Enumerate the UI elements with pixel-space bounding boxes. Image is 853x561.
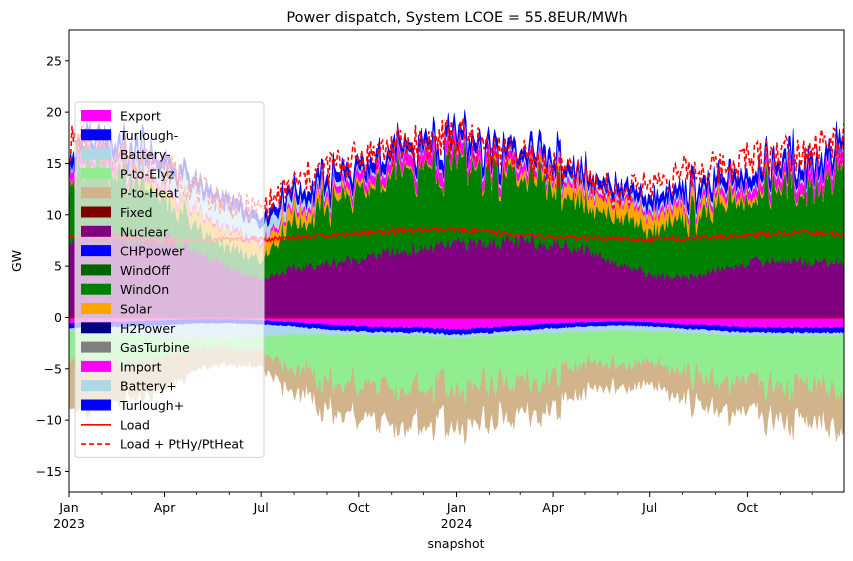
legend-label: WindOn (120, 282, 169, 297)
neg-area-p-to-heat (69, 343, 844, 445)
legend-swatch (81, 264, 111, 276)
y-axis-label: GW (9, 250, 24, 272)
legend-label: Solar (120, 302, 153, 317)
y-tick-label: 15 (46, 156, 62, 171)
legend-swatch (81, 360, 111, 372)
y-tick-label: 5 (54, 259, 62, 274)
legend-swatch (81, 167, 111, 179)
legend-label: P-to-Heat (120, 186, 179, 201)
legend-label: Fixed (120, 205, 152, 220)
x-tick-label: Jul (641, 500, 657, 515)
x-tick-label: Jan (58, 500, 78, 515)
x-tick-label: Apr (542, 500, 564, 515)
y-tick-label: 20 (46, 105, 62, 120)
legend-label: Battery+ (120, 379, 177, 394)
legend-label: P-to-Elyz (120, 166, 175, 181)
y-tick-label: −15 (36, 464, 62, 479)
legend: Export Turlough- Battery- P-to-Elyz P-to-Hea… (74, 101, 265, 458)
legend-label: Import (120, 359, 162, 374)
y-tick-label: 25 (46, 53, 62, 68)
y-tick-label: −5 (44, 361, 62, 376)
x-tick-year-label: 2023 (53, 516, 85, 531)
legend-label: Turlough- (119, 128, 178, 143)
legend-swatch (81, 148, 111, 160)
legend-swatch (81, 187, 111, 199)
x-tick-label: Oct (737, 500, 759, 515)
legend-label: GasTurbine (120, 340, 190, 355)
legend-label: Load + PtHy/PtHeat (120, 437, 244, 452)
chart-title: Power dispatch, System LCOE = 55.8EUR/MW… (286, 10, 627, 26)
legend-label: Nuclear (120, 224, 169, 239)
y-tick-label: 10 (46, 207, 62, 222)
legend-label: Export (120, 109, 161, 124)
legend-swatch (81, 399, 111, 411)
legend-swatch (81, 341, 111, 353)
x-tick-label: Apr (154, 500, 176, 515)
x-tick-label: Oct (348, 500, 370, 515)
legend-swatch (81, 380, 111, 392)
legend-swatch (81, 129, 111, 141)
legend-label: Load (120, 417, 150, 432)
legend-label: Turlough+ (119, 398, 184, 413)
legend-label: WindOff (120, 263, 170, 278)
x-tick-label: Jan (446, 500, 466, 515)
y-tick-label: 0 (54, 310, 62, 325)
legend-label: CHPpower (120, 244, 185, 259)
y-axis: −15 −10 −5 0 5 10 15 20 25 (36, 53, 69, 479)
legend-label: H2Power (120, 321, 176, 336)
legend-swatch (81, 283, 111, 295)
legend-swatch (81, 245, 111, 257)
legend-swatch (81, 225, 111, 237)
legend-box (74, 101, 265, 458)
pos-area-turlough- (69, 109, 844, 230)
legend-label: Battery- (120, 147, 171, 162)
legend-swatch (81, 322, 111, 334)
legend-swatch (81, 110, 111, 121)
legend-swatch (81, 206, 111, 218)
x-tick-label: Jul (253, 500, 269, 515)
y-tick-label: −10 (36, 413, 62, 428)
legend-swatch (81, 303, 111, 314)
x-tick-year-label: 2024 (441, 516, 473, 531)
x-axis-label: snapshot (427, 536, 484, 551)
